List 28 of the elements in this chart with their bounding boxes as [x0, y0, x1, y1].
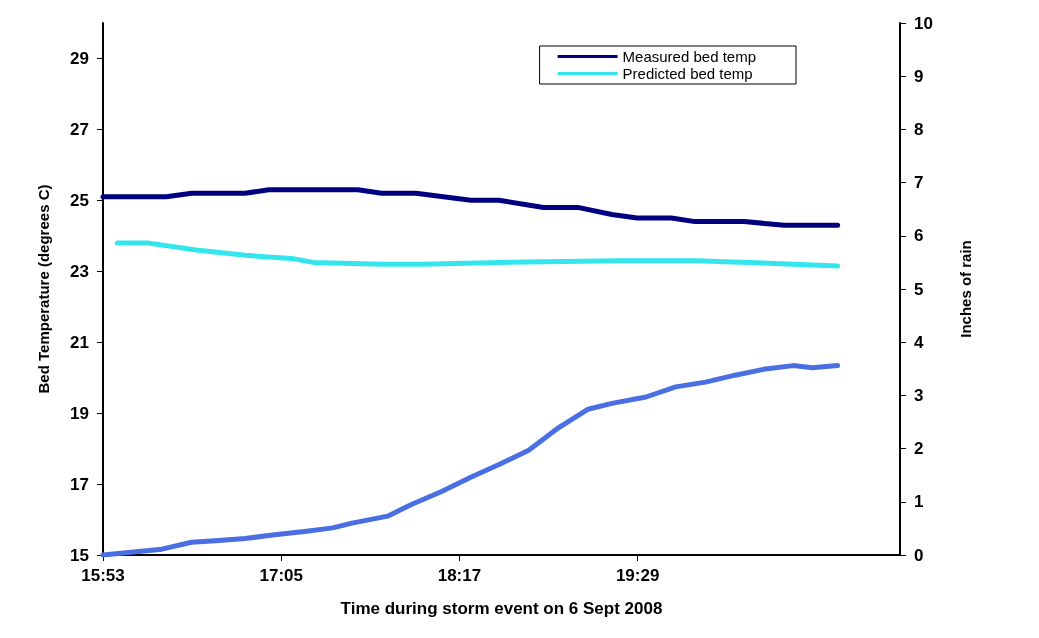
y2-tick-label: 2 — [914, 439, 924, 459]
y-tick-label: 23 — [70, 261, 89, 281]
y2-tick-label: 5 — [914, 279, 924, 299]
y-tick-label: 25 — [70, 190, 89, 210]
y-tick-label: 19 — [70, 403, 89, 423]
y2-tick-label: 6 — [914, 226, 924, 246]
y-tick-label: 27 — [70, 119, 89, 139]
y2-tick-label: 4 — [914, 332, 924, 352]
y2-tick-label: 3 — [914, 385, 924, 405]
legend-label: Predicted bed temp — [622, 65, 753, 82]
y-tick-label: 15 — [70, 545, 89, 565]
x-axis-title: Time during storm event on 6 Sept 2008 — [340, 599, 663, 618]
x-tick-label: 15:53 — [81, 566, 125, 585]
x-tick-label: 19:29 — [615, 566, 660, 585]
y2-tick-label: 0 — [914, 545, 924, 565]
y-tick-label: 29 — [70, 48, 89, 68]
y2-tick-label: 9 — [914, 66, 924, 86]
y2-axis-title: Inches of rain — [957, 240, 974, 338]
y-tick-label: 21 — [70, 332, 89, 352]
y2-tick-label: 8 — [914, 119, 924, 139]
x-tick-label: 17:05 — [259, 566, 303, 585]
y2-tick-label: 7 — [914, 173, 924, 193]
y-tick-label: 17 — [70, 474, 89, 494]
x-tick-label: 18:17 — [437, 566, 482, 585]
y2-tick-label: 10 — [914, 13, 933, 33]
legend-label: Measured bed temp — [622, 48, 757, 65]
y-axis-title: Bed Temperature (degrees C) — [35, 184, 52, 394]
y2-tick-label: 1 — [914, 492, 924, 512]
